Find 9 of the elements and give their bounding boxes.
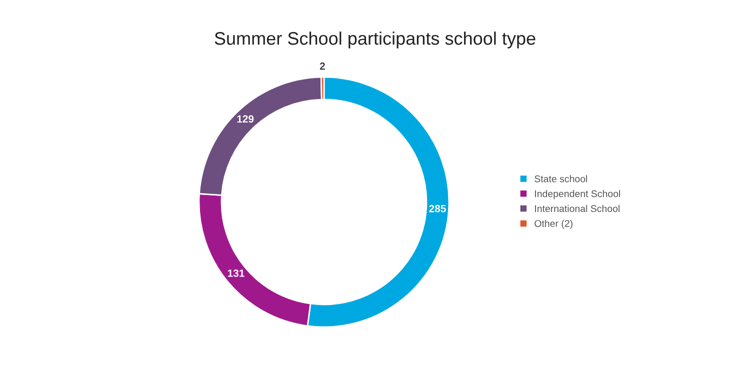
data-label: 2 [320, 62, 325, 70]
data-label: 285 [429, 204, 446, 212]
legend-label: Other (2) [534, 220, 572, 229]
legend-label: State school [534, 175, 588, 182]
legend-label: International School [535, 204, 620, 212]
legend-label: Independent School [535, 190, 620, 200]
chart-title: Summer School participants school type [214, 32, 536, 48]
data-label: 131 [228, 270, 244, 277]
data-label: 129 [237, 115, 254, 123]
